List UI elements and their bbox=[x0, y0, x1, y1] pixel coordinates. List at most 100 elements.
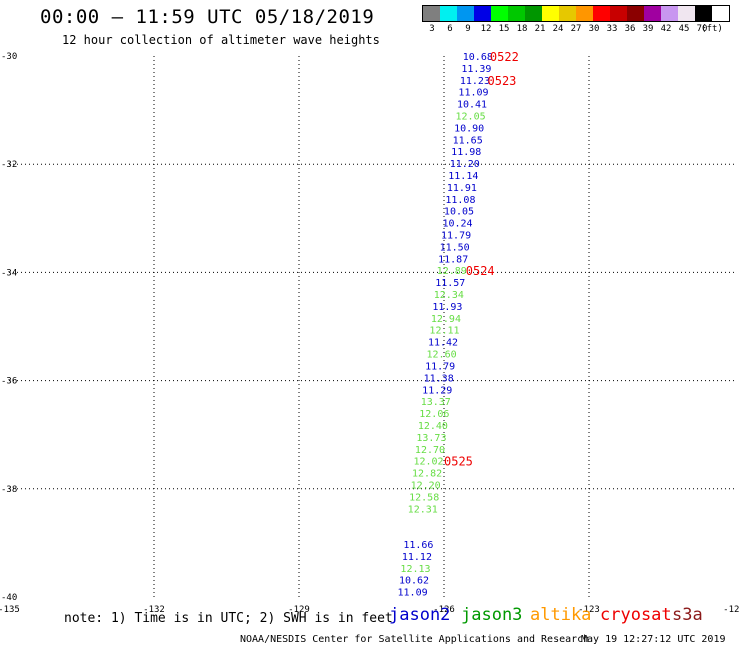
y-tick-label: -34 bbox=[1, 268, 17, 278]
data-point-jason2: 11.39 bbox=[461, 64, 491, 75]
chart-title: 00:00 – 11:59 UTC 05/18/2019 bbox=[40, 6, 375, 28]
color-scale-label: 33 bbox=[606, 24, 618, 34]
data-point-jason2: 11.12 bbox=[402, 552, 432, 563]
color-scale-label: 3 bbox=[429, 24, 435, 34]
color-scale-swatch bbox=[576, 6, 593, 21]
legend-cryosat: cryosat bbox=[600, 605, 672, 625]
color-scale-label: 21 bbox=[534, 24, 546, 34]
data-point-jason2: 11.79 bbox=[441, 231, 471, 242]
data-point-jason2: 10.68 bbox=[463, 52, 493, 63]
data-point-jason2: 10.24 bbox=[442, 219, 472, 230]
x-tick-label: -123 bbox=[578, 605, 600, 615]
data-point-jason2: 11.65 bbox=[453, 135, 483, 146]
footer-note: note: 1) Time is in UTC; 2) SWH is in fe… bbox=[64, 611, 393, 626]
color-scale-swatch bbox=[423, 6, 440, 21]
color-scale-swatch bbox=[610, 6, 627, 21]
time-label: 0522 bbox=[490, 50, 519, 64]
data-point-jason2: 10.62 bbox=[399, 576, 429, 587]
data-point-jason3: 12.11 bbox=[429, 326, 459, 337]
color-scale-swatch bbox=[593, 6, 610, 21]
time-label: 0523 bbox=[488, 74, 517, 88]
data-point-jason3: 12.34 bbox=[434, 290, 464, 301]
color-scale-label: 70 bbox=[696, 24, 708, 34]
data-point-jason3: 12.58 bbox=[409, 492, 439, 503]
data-point-jason2: 10.41 bbox=[457, 100, 487, 111]
y-tick-label: -30 bbox=[1, 52, 17, 62]
data-point-jason3: 13.73 bbox=[416, 433, 446, 444]
data-point-jason2: 11.42 bbox=[428, 338, 458, 349]
data-point-jason3: 12.94 bbox=[431, 314, 461, 325]
data-point-jason2: 11.08 bbox=[445, 195, 475, 206]
color-scale-unit: (ft) bbox=[701, 24, 723, 34]
legend-jason3: jason3 bbox=[461, 605, 523, 625]
color-scale-swatch bbox=[457, 6, 474, 21]
color-scale-swatch bbox=[542, 6, 559, 21]
color-scale-swatch bbox=[559, 6, 576, 21]
y-tick-label: -32 bbox=[1, 160, 17, 170]
data-point-jason3: 12.13 bbox=[400, 564, 430, 575]
chart-subtitle: 12 hour collection of altimeter wave hei… bbox=[62, 33, 380, 47]
color-scale-label: 27 bbox=[570, 24, 582, 34]
color-scale-label: 9 bbox=[465, 24, 471, 34]
x-tick-label: -132 bbox=[143, 605, 165, 615]
color-scale-swatch bbox=[661, 6, 678, 21]
data-point-jason3: 12.02 bbox=[413, 457, 443, 468]
color-scale-label: 30 bbox=[588, 24, 600, 34]
color-scale-bar bbox=[422, 5, 730, 22]
color-scale-label: 42 bbox=[660, 24, 672, 34]
data-point-jason2: 11.79 bbox=[425, 361, 455, 372]
time-label: 0525 bbox=[444, 455, 473, 469]
color-scale-swatch bbox=[474, 6, 491, 21]
data-point-jason2: 11.93 bbox=[432, 302, 462, 313]
data-point-jason3: 12.60 bbox=[427, 350, 457, 361]
data-point-jason3: 12.89 bbox=[437, 266, 467, 277]
color-scale-swatch bbox=[440, 6, 457, 21]
data-point-jason2: 11.98 bbox=[451, 147, 481, 158]
data-point-jason2: 11.50 bbox=[440, 242, 470, 253]
credit-text: NOAA/NESDIS Center for Satellite Applica… bbox=[240, 634, 590, 645]
legend-s3a: s3a bbox=[672, 605, 703, 625]
color-scale-swatch bbox=[508, 6, 525, 21]
color-scale-label: 12 bbox=[480, 24, 492, 34]
data-point-jason3: 12.20 bbox=[411, 480, 441, 491]
color-scale-swatch bbox=[678, 6, 695, 21]
data-point-jason3: 12.06 bbox=[419, 409, 449, 420]
data-point-jason2: 10.05 bbox=[444, 207, 474, 218]
x-tick-label: -135 bbox=[0, 605, 20, 615]
data-point-jason2: 11.23 bbox=[460, 76, 490, 87]
color-scale-label: 36 bbox=[624, 24, 636, 34]
x-tick-label: -126 bbox=[433, 605, 455, 615]
data-point-jason2: 11.57 bbox=[435, 278, 465, 289]
color-scale-label: 6 bbox=[447, 24, 453, 34]
color-scale-swatch bbox=[525, 6, 542, 21]
data-point-jason2: 10.90 bbox=[454, 123, 484, 134]
time-label: 0524 bbox=[466, 264, 495, 278]
data-point-jason2: 11.38 bbox=[424, 373, 454, 384]
color-scale-swatch bbox=[644, 6, 661, 21]
data-point-jason2: 11.09 bbox=[398, 588, 428, 599]
data-point-jason3: 12.05 bbox=[456, 112, 486, 123]
generated-timestamp: May 19 12:27:12 UTC 2019 bbox=[581, 634, 726, 645]
y-tick-label: -36 bbox=[1, 377, 17, 387]
color-scale-label: 15 bbox=[498, 24, 510, 34]
data-point-jason3: 12.31 bbox=[408, 504, 438, 515]
data-point-jason3: 12.40 bbox=[418, 421, 448, 432]
color-scale-swatch bbox=[695, 6, 712, 21]
legend-altika: altika bbox=[530, 605, 592, 625]
color-scale: 3 6 9 12 15 18 21 24 27 30 33 36 39 42 45 70 (ft) bbox=[422, 5, 730, 36]
data-point-jason2: 11.91 bbox=[447, 183, 477, 194]
data-point-jason2: 11.29 bbox=[422, 385, 452, 396]
y-tick-label: -38 bbox=[1, 485, 17, 495]
color-scale-swatch bbox=[491, 6, 508, 21]
color-scale-label: 39 bbox=[642, 24, 654, 34]
data-point-jason2: 11.14 bbox=[448, 171, 478, 182]
data-point-jason2: 11.87 bbox=[438, 254, 468, 265]
color-scale-label: 45 bbox=[678, 24, 690, 34]
data-point-jason3: 13.37 bbox=[421, 397, 451, 408]
x-tick-label: -120 bbox=[723, 605, 740, 615]
color-scale-label: 18 bbox=[516, 24, 528, 34]
color-scale-labels: 3 6 9 12 15 18 21 24 27 30 33 36 39 42 45 70 (ft) bbox=[422, 22, 730, 36]
color-scale-label: 24 bbox=[552, 24, 564, 34]
data-point-jason2: 11.09 bbox=[458, 88, 488, 99]
